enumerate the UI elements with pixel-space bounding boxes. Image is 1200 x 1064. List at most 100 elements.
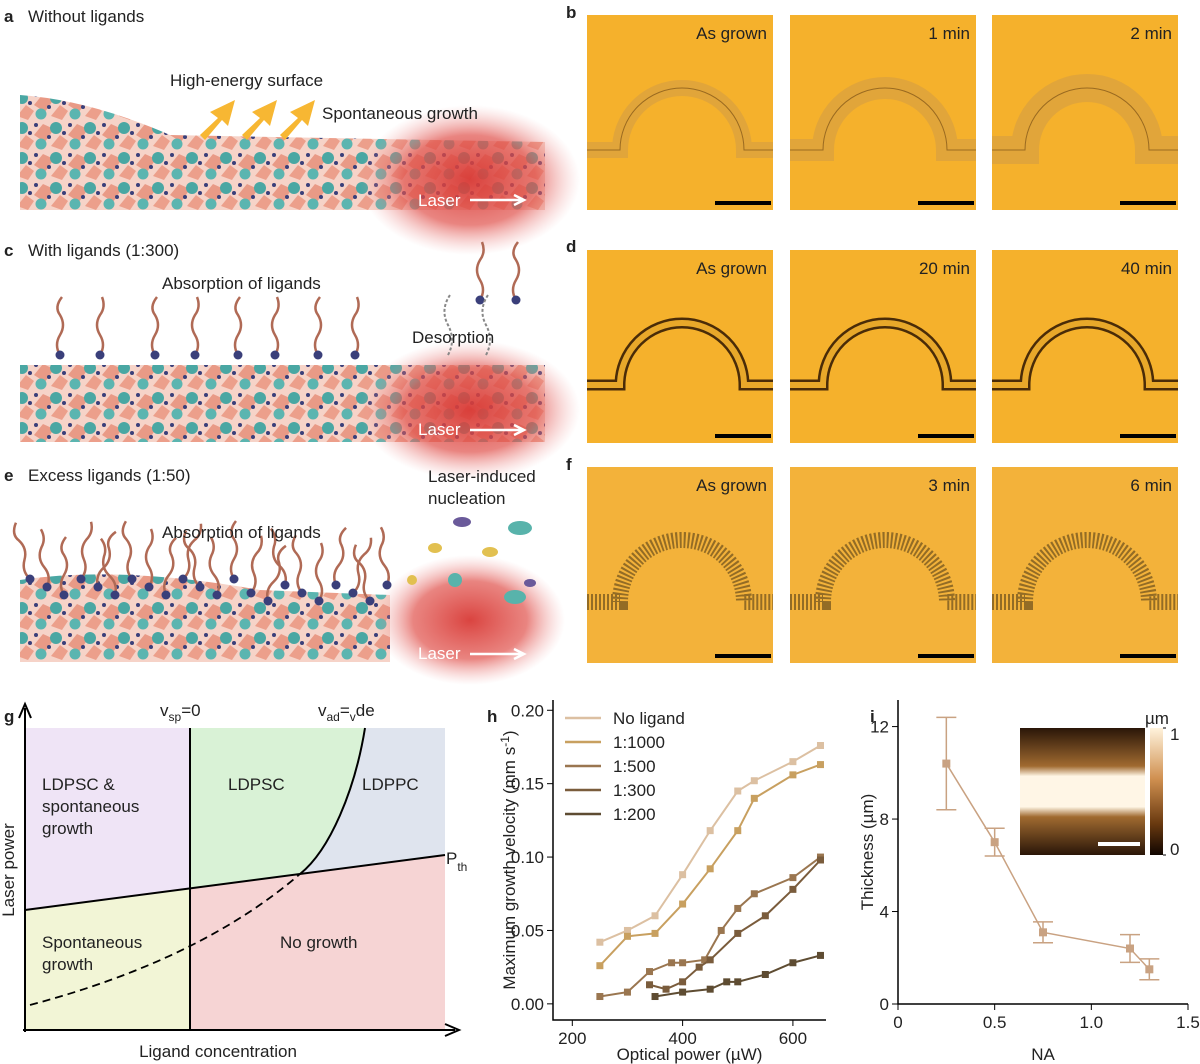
ligand-chain: [190, 296, 200, 356]
ligand-head: [144, 582, 154, 592]
ligand-chain: [314, 542, 324, 602]
data-point: [623, 926, 631, 934]
ligand-chain: [511, 241, 521, 301]
ligand-chain: [350, 296, 360, 356]
data-point: [816, 742, 824, 750]
boundary-label-part: P: [446, 849, 457, 868]
y-tick-label: 8: [880, 810, 889, 829]
panel-label: h: [487, 707, 497, 726]
data-point: [679, 959, 687, 967]
y-tick-label: 4: [880, 903, 889, 922]
ligand-chain: [249, 535, 263, 594]
region-label: spontaneous: [42, 797, 139, 816]
ligand-head: [161, 590, 171, 600]
y-tick-label: 0: [880, 995, 889, 1014]
legend-label: 1:300: [613, 781, 656, 800]
data-point: [706, 956, 714, 964]
colorbar: [1150, 728, 1163, 855]
structure: [790, 532, 976, 610]
panel-title: Without ligands: [28, 7, 144, 26]
structure: [790, 320, 976, 388]
frame-label: As grown: [696, 24, 767, 43]
y-tick-label: 0.10: [511, 848, 544, 867]
y-axis-title: Thickness (µm): [858, 794, 877, 911]
ligand-chain: [99, 537, 118, 596]
y-tick-label: 12: [870, 718, 889, 737]
annotation: Desorption: [412, 328, 494, 347]
frame-label: 20 min: [919, 259, 970, 278]
data-point: [695, 963, 703, 971]
ligand-head: [314, 596, 324, 606]
data-point: [1126, 944, 1134, 953]
ligand-chain: [352, 544, 371, 602]
data-point: [750, 777, 758, 785]
boundary-label-part: v: [350, 710, 356, 724]
data-point: [1145, 965, 1154, 974]
colorbar-tick-label: 0: [1170, 840, 1179, 859]
micrographs: As grown 1 min 2 min As grown 20 min 40 min As…: [587, 15, 1178, 663]
y-axis-title-part: -1: [498, 736, 512, 747]
data-point: [734, 978, 742, 986]
ligand-chain: [95, 530, 117, 588]
legend-label: No ligand: [613, 709, 685, 728]
ligand-head: [55, 350, 65, 360]
ligand-chain: [150, 296, 160, 356]
boundary-label-part: sp: [169, 710, 182, 724]
panel-label: d: [566, 237, 576, 256]
x-tick-label: 600: [779, 1029, 807, 1048]
region-label: LDPSC &: [42, 775, 115, 794]
data-point: [761, 912, 769, 920]
panel-label: a: [4, 7, 14, 26]
data-point: [816, 856, 824, 864]
ligand-chain: [313, 296, 323, 356]
ligand-head: [280, 580, 290, 590]
annotation: Laser-induced: [428, 467, 536, 486]
x-tick-label: 400: [668, 1029, 696, 1048]
micrograph: [790, 250, 976, 443]
boundary-label: Pth: [446, 849, 467, 874]
ligand-chain: [269, 527, 288, 586]
data-point: [623, 988, 631, 996]
structure: [587, 532, 773, 610]
ligand-head: [348, 588, 358, 598]
laser-spot: [375, 555, 565, 685]
ligand-chain: [233, 296, 243, 356]
ligand-head: [263, 596, 273, 606]
data-point: [596, 938, 604, 946]
boundary-label-part: =: [340, 701, 350, 720]
ligand-head: [212, 590, 222, 600]
data-point: [990, 838, 999, 847]
boundary-label-part: v: [160, 701, 169, 720]
x-axis-title: NA: [1031, 1045, 1055, 1064]
y-tick-label: 0.15: [511, 775, 544, 794]
panel-label: g: [4, 707, 14, 726]
annotation: Spontaneous growth: [322, 104, 478, 123]
boundary-label: vsp=0: [160, 701, 201, 724]
frame-label: 6 min: [1130, 476, 1172, 495]
data-point: [789, 874, 797, 882]
data-point: [1039, 928, 1047, 937]
boundary: [29, 873, 301, 1006]
desorbing-ligand: [481, 294, 491, 356]
axis-title: Laser power: [0, 823, 18, 917]
data-point: [679, 978, 687, 986]
region-label: Spontaneous: [42, 933, 142, 952]
region: [190, 855, 445, 1030]
colorbar-label: µm: [1145, 709, 1169, 728]
region-label: LDPPC: [362, 775, 419, 794]
data-point: [596, 962, 604, 970]
y-tick-label: 0.05: [511, 921, 544, 940]
ligand-chain: [38, 528, 50, 588]
ligand-head: [25, 574, 35, 584]
nuclei: [407, 517, 536, 604]
ligand-head: [270, 350, 280, 360]
data-point: [723, 978, 731, 986]
data-point: [942, 759, 951, 768]
x-tick-label: 1.5: [1176, 1013, 1200, 1032]
region: [300, 728, 445, 874]
micrograph: [587, 15, 773, 210]
boundary-label-part: v: [318, 701, 327, 720]
ligand-chain: [12, 522, 31, 580]
